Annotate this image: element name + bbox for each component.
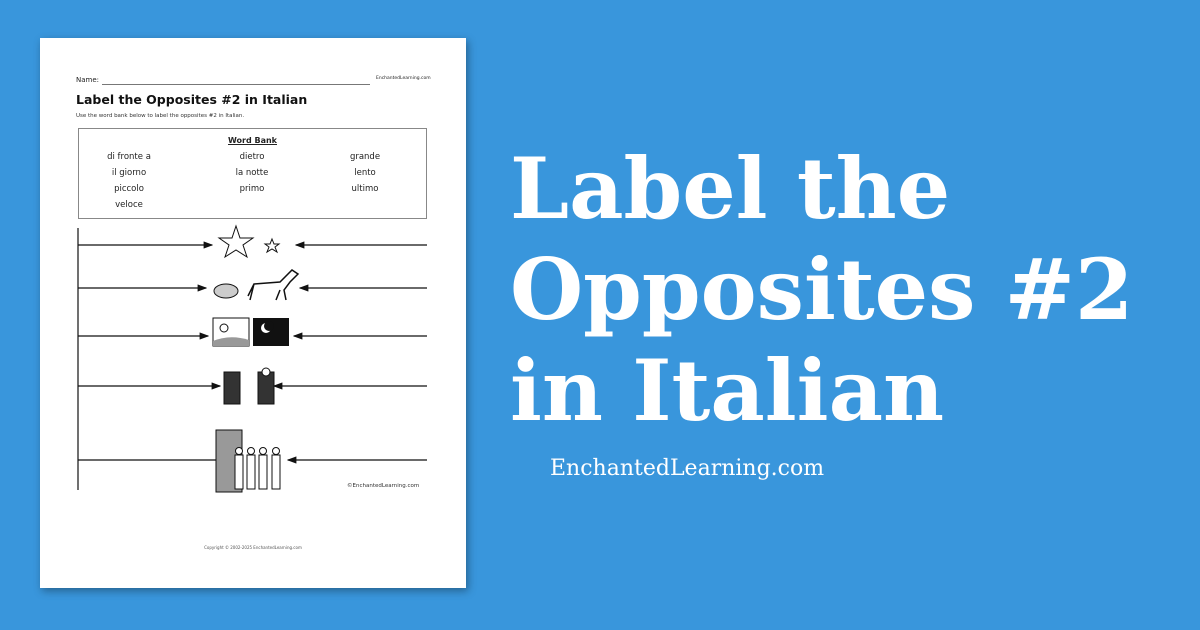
word: lento [354, 168, 376, 178]
worksheet-instructions: Use the word bank below to label the opp… [76, 113, 245, 119]
word: di fronte a [107, 152, 151, 162]
copyright-footer: Copyright © 2002-2025 EnchantedLearning.… [204, 545, 302, 550]
people-in-line-icon [234, 447, 281, 490]
front-icon [223, 371, 241, 405]
word: la notte [235, 168, 269, 178]
word: piccolo [114, 184, 144, 194]
name-label: Name: [76, 76, 100, 84]
word-bank-title: Word Bank [227, 136, 277, 145]
word: ultimo [351, 184, 379, 194]
small-star-icon [263, 237, 281, 254]
word: il giorno [111, 168, 147, 178]
copyright-mark: ©EnchantedLearning.com [347, 483, 420, 489]
behind-icon [257, 371, 275, 405]
worksheet-title: Label the Opposites #2 in Italian [76, 92, 308, 107]
tortoise-icon [213, 283, 239, 299]
worksheet-preview: Name: EnchantedLearning.com Label the Op… [40, 38, 466, 588]
word-bank: Word Bank di fronte a dietro grande il g… [78, 128, 427, 219]
word: dietro [239, 152, 265, 162]
horse-icon [247, 269, 300, 301]
picture-rows [77, 224, 427, 493]
name-line [102, 84, 370, 85]
word: veloce [115, 200, 143, 210]
arrows [78, 241, 427, 464]
word: grande [349, 152, 381, 162]
banner-site: EnchantedLearning.com [550, 456, 825, 481]
banner-title: Label the Opposites #2 in Italian [510, 139, 1134, 440]
big-star-icon [217, 224, 255, 259]
site-label-small: EnchantedLearning.com [376, 76, 431, 81]
word: primo [239, 184, 265, 194]
